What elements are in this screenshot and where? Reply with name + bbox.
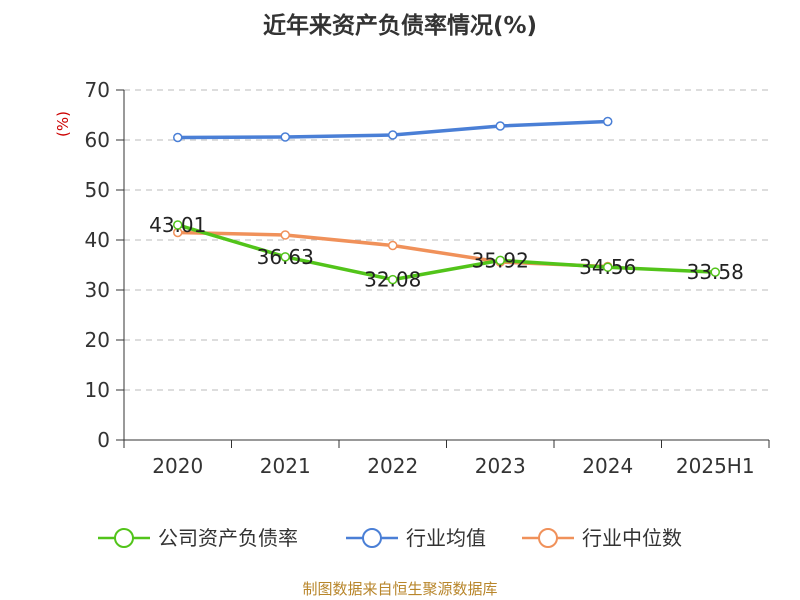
- data-label: 35.92: [472, 248, 529, 272]
- data-label: 34.56: [579, 255, 636, 279]
- data-point: [388, 274, 398, 285]
- y-tick-label: 0: [97, 428, 110, 452]
- data-point: [603, 116, 613, 127]
- y-tick-label: 70: [85, 78, 110, 102]
- legend-label: 行业均值: [406, 526, 486, 550]
- x-tick-label: 2024: [582, 454, 633, 478]
- y-tick-label: 20: [85, 328, 110, 352]
- data-point: [280, 252, 290, 262]
- legend-marker: [114, 528, 134, 548]
- data-point: [710, 267, 720, 277]
- data-label: 32.08: [364, 268, 421, 292]
- data-point: [280, 132, 290, 142]
- data-point: [280, 230, 290, 240]
- data-point: [495, 255, 505, 266]
- legend-marker: [538, 528, 558, 548]
- y-tick-label: 10: [85, 378, 110, 402]
- data-label: 36.63: [257, 245, 314, 269]
- legend-label: 公司资产负债率: [158, 526, 298, 550]
- series-line-0: [176, 223, 718, 282]
- source-footer: 制图数据来自恒生聚源数据库: [302, 580, 498, 598]
- chart-title: 近年来资产负债率情况(%): [262, 13, 538, 39]
- data-point: [173, 220, 183, 230]
- data-point: [603, 262, 613, 272]
- y-tick-label: 30: [85, 278, 110, 302]
- legend-marker: [362, 528, 382, 548]
- x-tick-label: 2025H1: [676, 454, 755, 478]
- data-point: [495, 121, 505, 131]
- x-tick-label: 2022: [367, 454, 418, 478]
- legend-label: 行业中位数: [582, 526, 682, 550]
- data-label: 33.58: [687, 260, 744, 284]
- y-tick-label: 60: [85, 128, 110, 152]
- data-point: [173, 132, 183, 143]
- data-point: [388, 130, 398, 140]
- x-tick-label: 2020: [152, 454, 203, 478]
- legend-item[interactable]: 行业均值: [346, 526, 486, 550]
- y-tick-label: 50: [85, 178, 110, 202]
- y-tick-label: 40: [85, 228, 110, 252]
- legend-item[interactable]: 行业中位数: [522, 526, 682, 550]
- x-tick-label: 2021: [260, 454, 311, 478]
- data-point: [388, 240, 398, 251]
- data-label: 43.01: [149, 213, 206, 237]
- legend-item[interactable]: 公司资产负债率: [98, 526, 298, 550]
- x-tick-label: 2023: [475, 454, 526, 478]
- y-axis-label: (%): [54, 111, 72, 137]
